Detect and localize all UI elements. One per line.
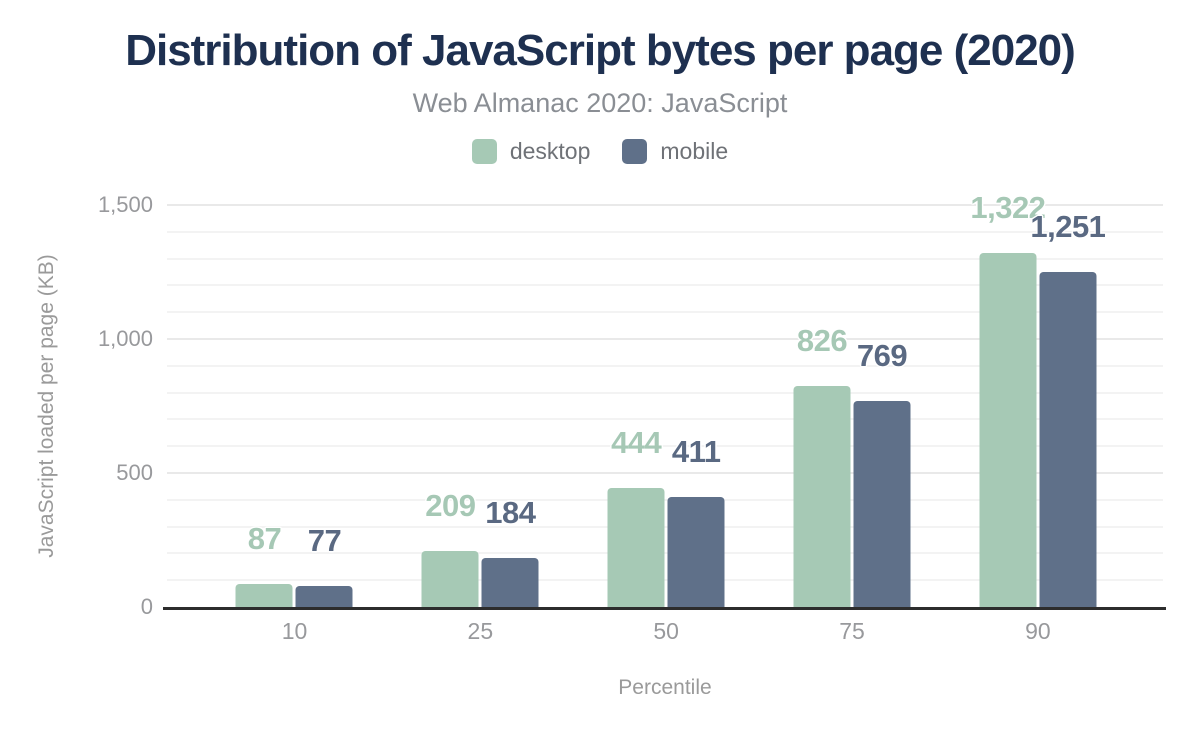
bar-value-mobile-p10: 77	[307, 523, 342, 559]
bar-value-mobile-p25: 184	[485, 494, 536, 530]
gridline-minor	[167, 257, 1163, 260]
legend-label: desktop	[509, 138, 591, 164]
x-axis-title: Percentile	[618, 676, 712, 699]
bar-mobile-p90: 1,251	[1030, 211, 1106, 607]
y-axis-ticks: 0 500 1,000 1,500	[0, 192, 153, 619]
bar-group-p25: 209 184	[421, 490, 539, 607]
gridline-minor	[167, 445, 1163, 448]
x-tick-label: 75	[839, 618, 865, 644]
x-tick-label: 25	[467, 618, 494, 644]
bar-mobile-p50: 411	[667, 436, 725, 607]
bar-desktop-p90: 1,322	[970, 192, 1046, 607]
bar-desktop-p25: 209	[421, 490, 479, 607]
bar-value-desktop-p10: 87	[247, 520, 282, 556]
legend: desktop mobile	[0, 138, 1200, 165]
gridline-minor	[167, 364, 1163, 367]
gridline-minor	[167, 230, 1163, 233]
bar-value-mobile-p75: 769	[856, 337, 908, 373]
bar-value-desktop-p75: 826	[796, 322, 848, 358]
x-tick-label: 90	[1025, 618, 1051, 644]
gridline-minor	[167, 525, 1163, 528]
gridline-major	[167, 472, 1163, 474]
legend-item-desktop: desktop	[471, 138, 591, 165]
x-axis-ticks: 10 25 50 75 90	[167, 618, 1163, 646]
y-tick-label: 500	[116, 460, 153, 485]
gridline-major	[167, 204, 1163, 206]
y-tick-label: 1,000	[97, 326, 153, 351]
bar-mobile-p75: 769	[853, 340, 911, 607]
gridline-minor	[167, 498, 1163, 501]
chart-title: Distribution of JavaScript bytes per pag…	[125, 26, 1076, 75]
bar-value-mobile-p50: 411	[671, 433, 721, 469]
chart-subtitle: Web Almanac 2020: JavaScript	[412, 88, 788, 118]
gridline-major	[167, 338, 1163, 340]
bar-value-desktop-p50: 444	[611, 425, 662, 461]
y-tick-label: 0	[140, 594, 153, 619]
bar-value-desktop-p90: 1,322	[970, 189, 1046, 225]
x-axis-line	[163, 607, 1166, 610]
legend-swatch-mobile	[622, 139, 648, 164]
bar-group-p75: 826 769	[793, 325, 911, 607]
gridline-minor	[167, 311, 1163, 314]
gridline-minor	[167, 418, 1163, 421]
x-tick-label: 50	[653, 618, 679, 644]
bar-group-p90: 1,322 1,251	[970, 192, 1106, 607]
legend-swatch-desktop	[471, 139, 497, 164]
legend-item-mobile: mobile	[622, 138, 728, 165]
gridline-minor	[167, 391, 1163, 394]
bar-desktop-p10: 87	[235, 523, 293, 607]
bar-value-desktop-p25: 209	[425, 488, 476, 523]
legend-label: mobile	[660, 138, 729, 164]
x-tick-label: 10	[281, 618, 308, 644]
y-tick-label: 1,500	[97, 192, 153, 217]
bar-desktop-p50: 444	[607, 427, 665, 607]
plot-area: 87 77 209 184 444 411 826 769 1,322 1,251	[167, 192, 1163, 607]
bar-group-p50: 444 411	[607, 427, 725, 607]
gridline-minor	[167, 579, 1163, 582]
bar-group-p10: 87 77	[235, 523, 353, 607]
bar-desktop-p75: 826	[793, 325, 851, 607]
gridline-minor	[167, 284, 1163, 287]
bar-mobile-p25: 184	[481, 497, 539, 607]
bar-value-mobile-p90: 1,251	[1030, 208, 1106, 244]
bar-mobile-p10: 77	[295, 525, 353, 607]
gridline-minor	[167, 552, 1163, 555]
